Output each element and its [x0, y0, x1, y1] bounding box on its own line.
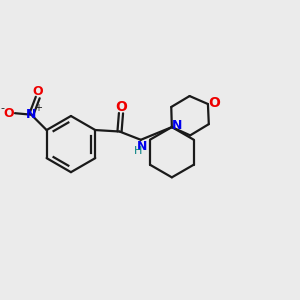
- Text: O: O: [4, 107, 14, 120]
- Text: -: -: [1, 103, 4, 113]
- Text: N: N: [137, 140, 147, 153]
- Text: O: O: [208, 96, 220, 110]
- Text: N: N: [171, 119, 182, 132]
- Text: O: O: [32, 85, 43, 98]
- Text: +: +: [34, 103, 42, 113]
- Text: O: O: [115, 100, 127, 114]
- Text: N: N: [26, 108, 36, 121]
- Text: H: H: [134, 146, 142, 156]
